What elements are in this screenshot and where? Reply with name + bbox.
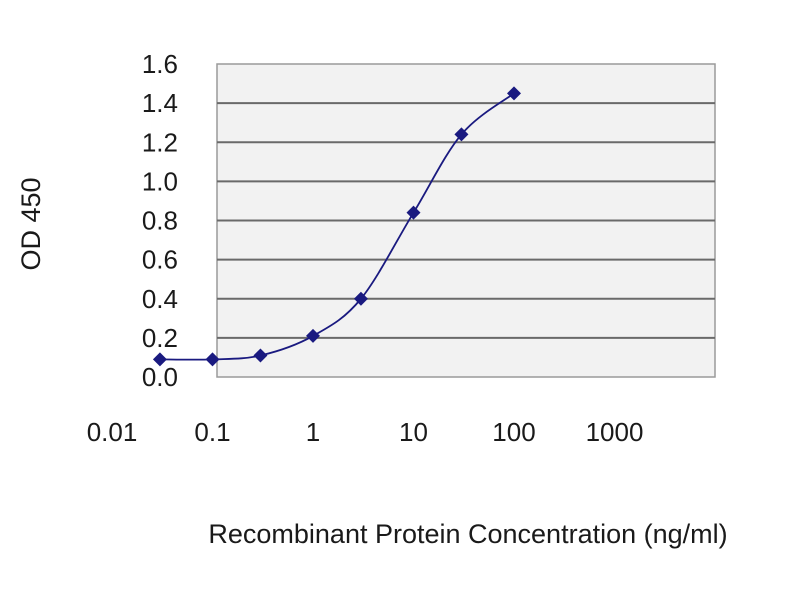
y-tick-label: 0.0	[142, 362, 178, 392]
y-tick-label: 0.8	[142, 206, 178, 236]
y-tick-label: 1.6	[142, 49, 178, 79]
x-tick-label: 0.1	[194, 417, 230, 447]
data-point-marker	[253, 348, 268, 363]
data-point-marker	[353, 291, 368, 306]
y-tick-label: 1.2	[142, 127, 178, 157]
data-point-marker	[152, 352, 167, 367]
data-point-marker	[507, 86, 521, 101]
x-tick-label: 1	[306, 417, 320, 447]
data-point-marker	[306, 328, 320, 343]
x-tick-label: 100	[492, 417, 535, 447]
y-tick-label: 0.6	[142, 245, 178, 275]
x-tick-label: 0.01	[87, 417, 138, 447]
x-tick-labels: 0.01 0.1 1 10 100 1000	[87, 417, 644, 447]
y-tick-label: 1.0	[142, 166, 178, 196]
fit-curve	[159, 92, 515, 361]
data-points	[152, 86, 521, 367]
y-tick-label: 0.2	[142, 323, 178, 353]
x-tick-label: 1000	[586, 417, 644, 447]
y-tick-labels: 0.0 0.2 0.4 0.6 0.8 1.0 1.2 1.4 1.6	[142, 49, 178, 392]
data-point-marker	[205, 352, 220, 367]
x-tick-label: 10	[399, 417, 428, 447]
y-tick-label: 1.4	[142, 88, 178, 118]
fit-curve-line	[159, 92, 515, 361]
data-point-marker	[406, 205, 421, 220]
x-axis-title: Recombinant Protein Concentration (ng/ml…	[208, 519, 727, 549]
data-point-marker	[454, 127, 469, 142]
gridlines	[217, 102, 715, 339]
y-axis-title: OD 450	[16, 177, 46, 270]
y-tick-label: 0.4	[142, 284, 178, 314]
